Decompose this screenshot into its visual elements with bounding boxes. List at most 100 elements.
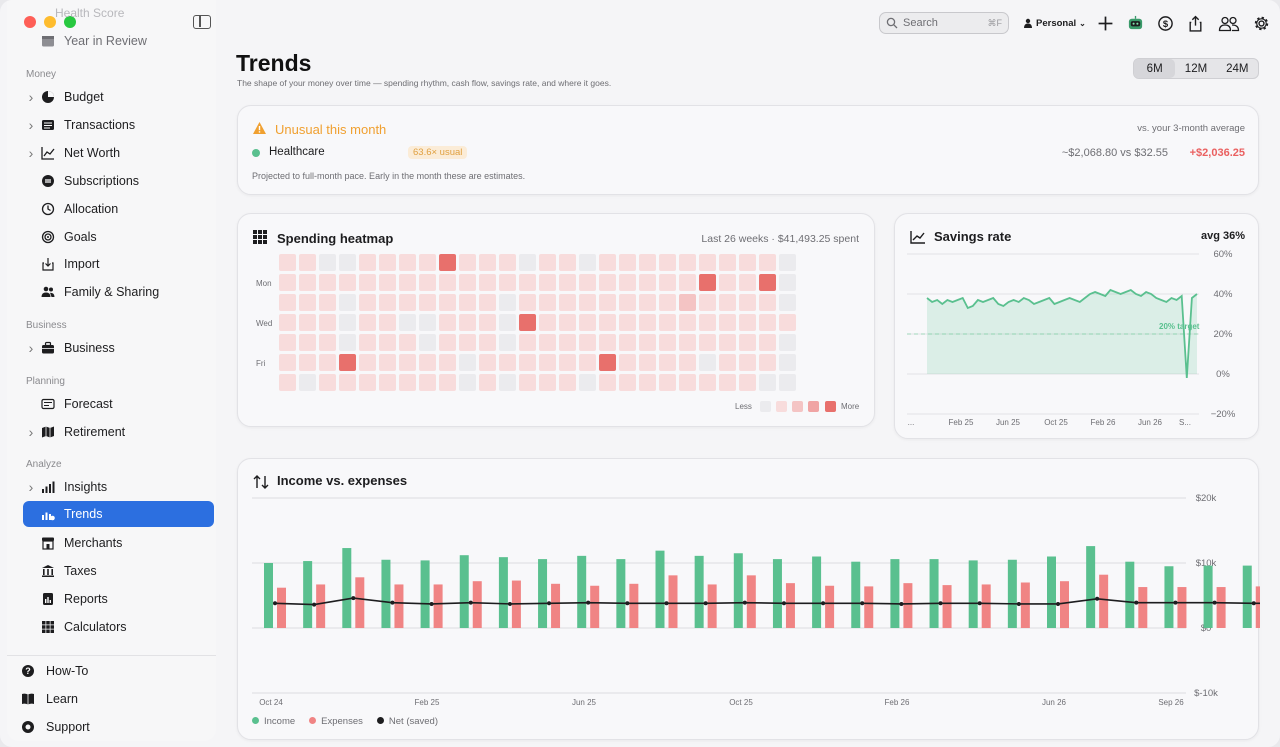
heatmap-cell[interactable] [599,274,616,291]
heatmap-cell[interactable] [339,374,356,391]
income-bar[interactable] [498,557,508,628]
heatmap-cell[interactable] [399,314,416,331]
expense-bar[interactable] [355,577,365,628]
chevron-right-icon[interactable]: › [28,340,34,356]
net-point[interactable] [507,601,512,606]
heatmap-cell[interactable] [759,374,776,391]
heatmap-cell[interactable] [379,254,396,271]
heatmap-cell[interactable] [439,314,456,331]
heatmap-cell[interactable] [659,334,676,351]
income-bar[interactable] [264,563,273,628]
income-bar[interactable] [1047,556,1056,629]
heatmap-cell[interactable] [779,314,796,331]
heatmap-cell[interactable] [279,374,296,391]
expense-bar[interactable] [864,586,874,628]
range-6m-button[interactable]: 6M [1134,59,1176,78]
heatmap-cell[interactable] [699,334,716,351]
heatmap-cell[interactable] [679,334,696,351]
sidebar-item-learn[interactable]: Learn [20,686,78,712]
heatmap-cell[interactable] [559,334,576,351]
sidebar-item-taxes[interactable]: Taxes [23,558,214,584]
heatmap-cell[interactable] [399,334,416,351]
sidebar-toggle-icon[interactable] [193,15,211,29]
heatmap-cell[interactable] [579,254,596,271]
heatmap-cell[interactable] [419,274,436,291]
income-bar[interactable] [420,560,430,628]
heatmap-cell[interactable] [599,374,616,391]
heatmap-cell[interactable] [559,374,576,391]
income-bar[interactable] [381,559,391,628]
heatmap-cell[interactable] [419,314,436,331]
heatmap-cell[interactable] [719,254,736,271]
income-bar[interactable] [812,556,822,629]
net-point[interactable] [1251,601,1256,606]
heatmap-cell[interactable] [319,274,336,291]
share-button[interactable] [1186,13,1206,33]
net-point[interactable] [351,596,356,601]
heatmap-cell[interactable] [279,354,296,371]
heatmap-cell[interactable] [719,374,736,391]
expense-bar[interactable] [472,581,482,628]
expense-bar[interactable] [1255,586,1260,628]
sidebar-item-forecast[interactable]: Forecast [23,391,214,417]
expense-bar[interactable] [981,584,991,628]
heatmap-cell[interactable] [339,334,356,351]
heatmap-cell[interactable] [479,354,496,371]
sidebar-item-import[interactable]: Import [23,251,214,277]
heatmap-cell[interactable] [299,314,316,331]
income-bar[interactable] [890,559,900,628]
income-bar[interactable] [342,548,352,628]
expense-bar[interactable] [277,587,286,628]
heatmap-cell[interactable] [479,314,496,331]
heatmap-cell[interactable] [579,354,596,371]
heatmap-cell[interactable] [379,354,396,371]
heatmap-cell[interactable] [719,334,736,351]
sidebar-item-retirement[interactable]: › Retirement [23,419,214,445]
net-point[interactable] [703,601,708,606]
net-point[interactable] [390,600,395,605]
heatmap-cell[interactable] [699,354,716,371]
chevron-right-icon[interactable]: › [28,144,34,161]
heatmap-cell[interactable] [279,254,296,271]
heatmap-cell[interactable] [659,374,676,391]
heatmap-cell[interactable] [479,374,496,391]
heatmap-cell[interactable] [579,334,596,351]
heatmap-cell[interactable] [639,334,656,351]
heatmap-cell[interactable] [579,314,596,331]
heatmap-cell[interactable] [599,334,616,351]
heatmap-cell[interactable] [279,314,296,331]
sidebar-item-allocation[interactable]: Allocation [23,196,214,222]
expense-bar[interactable] [433,584,443,628]
heatmap-cell[interactable] [339,314,356,331]
net-point[interactable] [821,601,826,606]
net-point[interactable] [273,601,277,606]
heatmap-cell[interactable] [619,294,636,311]
heatmap-cell[interactable] [359,314,376,331]
heatmap-cell[interactable] [359,354,376,371]
heatmap-cell[interactable] [459,314,476,331]
chevron-right-icon[interactable]: › [28,116,34,133]
heatmap-cell[interactable] [319,254,336,271]
expense-bar[interactable] [1177,587,1187,628]
expense-bar[interactable] [668,575,678,628]
heatmap-cell[interactable] [759,314,776,331]
heatmap-cell[interactable] [739,334,756,351]
heatmap-cell[interactable] [659,274,676,291]
heatmap-cell[interactable] [739,354,756,371]
heatmap-cell[interactable] [619,314,636,331]
heatmap-cell[interactable] [459,354,476,371]
heatmap-cell[interactable] [499,274,516,291]
heatmap-cell[interactable] [399,274,416,291]
heatmap-cell[interactable] [539,334,556,351]
heatmap-cell[interactable] [559,254,576,271]
income-bar[interactable] [459,555,469,628]
net-point[interactable] [547,601,552,606]
heatmap-cell[interactable] [399,354,416,371]
net-point[interactable] [977,601,982,606]
expense-bar[interactable] [590,585,600,628]
heatmap-cell[interactable] [499,314,516,331]
heatmap-cell[interactable] [619,334,636,351]
heatmap-cell[interactable] [679,314,696,331]
heatmap-cell[interactable] [559,314,576,331]
heatmap-cell[interactable] [779,254,796,271]
